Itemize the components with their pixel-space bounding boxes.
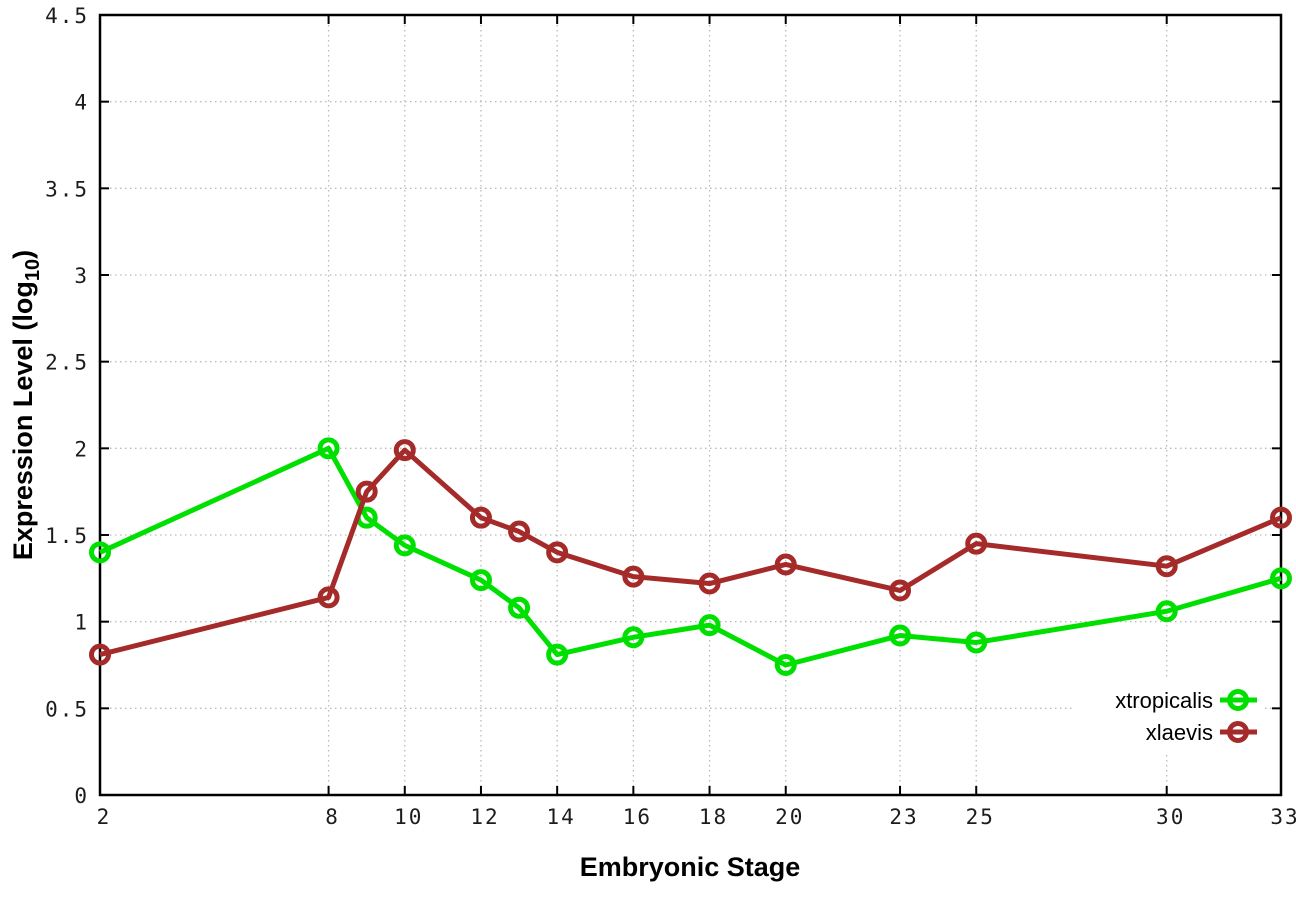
data-point-xlaevis-9 <box>355 480 378 503</box>
legend-marker-xtropicalis <box>1227 689 1249 711</box>
x-tick-label-23: 23 <box>889 805 918 829</box>
data-point-xlaevis-23 <box>889 579 912 602</box>
y-tick-label-4.5: 4.5 <box>45 4 89 28</box>
data-point-xlaevis-2 <box>89 643 111 666</box>
x-tick-label-2: 2 <box>97 805 112 829</box>
axis-tick-marks <box>99 14 1282 796</box>
gridlines <box>100 15 1281 795</box>
data-point-xtropicalis-16 <box>622 626 645 649</box>
y-axis-title-close: ) <box>8 250 38 259</box>
legend: xtropicalis xlaevis <box>1072 680 1264 752</box>
data-point-xlaevis-12 <box>469 506 492 529</box>
data-point-xtropicalis-25 <box>965 631 988 654</box>
y-tick-label-2.5: 2.5 <box>45 351 89 375</box>
data-point-xlaevis-25 <box>965 532 988 555</box>
x-tick-label-14: 14 <box>547 805 576 829</box>
series-xlaevis <box>89 439 1292 666</box>
data-point-xtropicalis-30 <box>1155 600 1178 623</box>
data-series <box>89 437 1292 676</box>
data-point-xtropicalis-13 <box>508 596 531 619</box>
x-tick-label-8: 8 <box>325 805 340 829</box>
data-point-xlaevis-30 <box>1155 555 1178 578</box>
legend-label-xtropicalis: xtropicalis <box>1115 688 1213 713</box>
x-tick-label-33: 33 <box>1270 805 1296 829</box>
data-point-xtropicalis-14 <box>546 643 569 666</box>
data-point-xtropicalis-10 <box>393 534 416 557</box>
y-tick-labels: 0 0.5 1 1.5 2 2.5 3 3.5 4 4.5 <box>45 4 89 808</box>
x-tick-labels: 2 8 10 12 14 16 18 20 23 25 30 33 <box>97 805 1296 829</box>
x-tick-label-20: 20 <box>775 805 804 829</box>
y-tick-label-3: 3 <box>74 264 89 288</box>
x-tick-label-12: 12 <box>470 805 499 829</box>
y-axis-title: Expression Level (log10) <box>8 250 44 560</box>
y-tick-label-0.5: 0.5 <box>45 697 89 721</box>
x-tick-label-30: 30 <box>1156 805 1185 829</box>
y-tick-label-3.5: 3.5 <box>45 177 89 201</box>
y-tick-label-0: 0 <box>74 784 89 808</box>
data-point-xlaevis-14 <box>546 541 569 564</box>
data-point-xtropicalis-20 <box>774 654 797 676</box>
data-point-xtropicalis-18 <box>698 614 721 637</box>
data-point-xtropicalis-8 <box>317 437 340 460</box>
legend-label-xlaevis: xlaevis <box>1146 720 1213 745</box>
series-xtropicalis <box>89 437 1292 676</box>
x-tick-label-25: 25 <box>966 805 995 829</box>
data-point-xlaevis-8 <box>317 586 340 609</box>
y-tick-label-2: 2 <box>74 437 89 461</box>
legend-item-xlaevis: xlaevis <box>1146 720 1257 745</box>
legend-item-xtropicalis: xtropicalis <box>1115 688 1257 713</box>
x-tick-label-18: 18 <box>699 805 728 829</box>
data-point-xtropicalis-23 <box>889 624 912 647</box>
data-point-xlaevis-10 <box>393 439 416 462</box>
data-point-xtropicalis-33 <box>1270 567 1292 590</box>
data-point-xlaevis-16 <box>622 565 645 588</box>
x-tick-label-10: 10 <box>394 805 423 829</box>
data-point-xtropicalis-12 <box>469 569 492 592</box>
data-point-xtropicalis-2 <box>89 541 111 564</box>
y-tick-label-1.5: 1.5 <box>45 524 89 548</box>
data-point-xlaevis-18 <box>698 572 721 595</box>
legend-marker-xlaevis <box>1227 721 1249 743</box>
data-point-xlaevis-33 <box>1270 506 1292 529</box>
data-point-xlaevis-13 <box>508 520 531 543</box>
y-axis-title-subscript: 10 <box>22 259 44 281</box>
y-axis-title-main: Expression Level (log <box>8 281 38 560</box>
x-axis-title: Embryonic Stage <box>580 852 801 882</box>
x-tick-label-16: 16 <box>623 805 652 829</box>
y-tick-label-4: 4 <box>74 91 89 115</box>
data-point-xlaevis-20 <box>774 553 797 576</box>
plot-border <box>98 13 1283 797</box>
y-tick-label-1: 1 <box>74 611 89 635</box>
